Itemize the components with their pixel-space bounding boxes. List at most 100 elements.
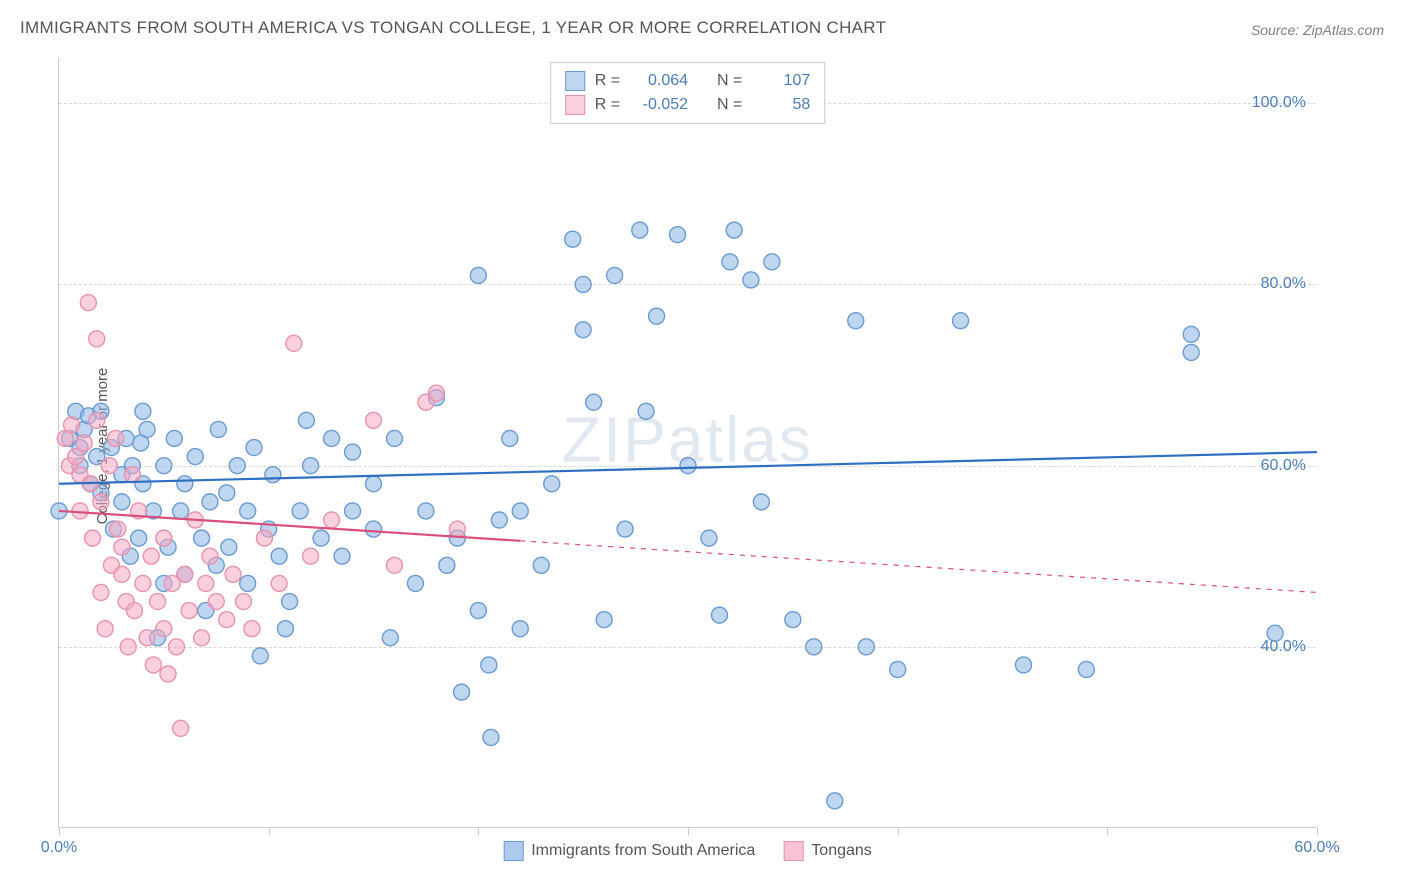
legend-swatch bbox=[565, 95, 585, 115]
data-point-south_america bbox=[382, 630, 398, 646]
x-tick bbox=[59, 827, 60, 835]
data-point-south_america bbox=[565, 231, 581, 247]
data-point-south_america bbox=[298, 412, 314, 428]
legend-label: Tongans bbox=[811, 842, 872, 860]
data-point-tongans bbox=[97, 621, 113, 637]
plot-area: ZIPatlas 40.0%60.0%80.0%100.0% 0.0%60.0%… bbox=[58, 58, 1316, 828]
data-point-south_america bbox=[252, 648, 268, 664]
data-point-south_america bbox=[827, 793, 843, 809]
data-point-south_america bbox=[753, 494, 769, 510]
stat-n-label: N = bbox=[717, 93, 742, 117]
x-tick bbox=[269, 827, 270, 835]
data-point-tongans bbox=[108, 430, 124, 446]
data-point-south_america bbox=[282, 594, 298, 610]
data-point-south_america bbox=[764, 254, 780, 270]
data-point-south_america bbox=[334, 548, 350, 564]
data-point-tongans bbox=[244, 621, 260, 637]
data-point-tongans bbox=[303, 548, 319, 564]
data-point-south_america bbox=[1183, 326, 1199, 342]
data-point-tongans bbox=[181, 603, 197, 619]
data-point-tongans bbox=[449, 521, 465, 537]
data-point-tongans bbox=[114, 539, 130, 555]
data-point-tongans bbox=[219, 612, 235, 628]
x-tick bbox=[478, 827, 479, 835]
data-point-south_america bbox=[953, 313, 969, 329]
data-point-tongans bbox=[236, 594, 252, 610]
legend-row-tongans: R =-0.052 N =58 bbox=[565, 93, 811, 117]
data-point-south_america bbox=[1183, 344, 1199, 360]
data-point-tongans bbox=[145, 657, 161, 673]
stat-n-value: 58 bbox=[752, 93, 810, 117]
data-point-tongans bbox=[126, 603, 142, 619]
data-point-south_america bbox=[418, 503, 434, 519]
data-point-tongans bbox=[160, 666, 176, 682]
legend-item: Tongans bbox=[783, 841, 872, 861]
data-point-tongans bbox=[286, 335, 302, 351]
data-point-tongans bbox=[93, 494, 109, 510]
data-point-south_america bbox=[512, 503, 528, 519]
data-point-south_america bbox=[722, 254, 738, 270]
data-point-tongans bbox=[110, 521, 126, 537]
data-point-south_america bbox=[806, 639, 822, 655]
source-attribution: Source: ZipAtlas.com bbox=[1251, 22, 1384, 38]
data-point-south_america bbox=[131, 530, 147, 546]
data-point-south_america bbox=[187, 449, 203, 465]
data-point-south_america bbox=[670, 227, 686, 243]
data-point-tongans bbox=[194, 630, 210, 646]
data-point-south_america bbox=[202, 494, 218, 510]
data-point-south_america bbox=[292, 503, 308, 519]
data-point-south_america bbox=[575, 322, 591, 338]
data-point-south_america bbox=[617, 521, 633, 537]
data-point-south_america bbox=[638, 403, 654, 419]
data-point-south_america bbox=[166, 430, 182, 446]
data-point-tongans bbox=[93, 584, 109, 600]
data-point-south_america bbox=[139, 421, 155, 437]
stat-n-label: N = bbox=[717, 69, 742, 93]
data-point-south_america bbox=[726, 222, 742, 238]
data-point-south_america bbox=[240, 503, 256, 519]
data-point-tongans bbox=[156, 530, 172, 546]
data-point-south_america bbox=[277, 621, 293, 637]
data-point-tongans bbox=[177, 566, 193, 582]
data-point-south_america bbox=[454, 684, 470, 700]
data-point-south_america bbox=[785, 612, 801, 628]
data-point-south_america bbox=[221, 539, 237, 555]
data-point-south_america bbox=[575, 276, 591, 292]
data-point-tongans bbox=[198, 575, 214, 591]
data-point-south_america bbox=[586, 394, 602, 410]
data-point-tongans bbox=[89, 331, 105, 347]
x-tick bbox=[688, 827, 689, 835]
data-point-tongans bbox=[150, 594, 166, 610]
data-point-tongans bbox=[80, 295, 96, 311]
data-point-tongans bbox=[225, 566, 241, 582]
data-point-tongans bbox=[173, 720, 189, 736]
data-point-south_america bbox=[858, 639, 874, 655]
data-point-south_america bbox=[1015, 657, 1031, 673]
x-tick-label: 0.0% bbox=[41, 839, 77, 857]
trend-line-south_america bbox=[59, 452, 1317, 484]
data-point-tongans bbox=[202, 548, 218, 564]
x-tick bbox=[1107, 827, 1108, 835]
legend-swatch bbox=[565, 71, 585, 91]
data-point-tongans bbox=[89, 412, 105, 428]
data-point-south_america bbox=[177, 476, 193, 492]
data-point-south_america bbox=[483, 729, 499, 745]
stat-n-value: 107 bbox=[752, 69, 810, 93]
data-point-south_america bbox=[407, 575, 423, 591]
data-point-south_america bbox=[313, 530, 329, 546]
data-point-tongans bbox=[156, 621, 172, 637]
data-point-tongans bbox=[386, 557, 402, 573]
data-point-south_america bbox=[512, 621, 528, 637]
stat-r-label: R = bbox=[595, 69, 620, 93]
data-point-south_america bbox=[890, 661, 906, 677]
x-tick-label: 60.0% bbox=[1294, 839, 1339, 857]
data-point-south_america bbox=[701, 530, 717, 546]
data-point-tongans bbox=[101, 458, 117, 474]
data-point-south_america bbox=[1267, 625, 1283, 641]
data-point-south_america bbox=[265, 467, 281, 483]
data-point-south_america bbox=[544, 476, 560, 492]
x-tick bbox=[1317, 827, 1318, 835]
data-point-south_america bbox=[711, 607, 727, 623]
data-point-south_america bbox=[481, 657, 497, 673]
data-point-south_america bbox=[596, 612, 612, 628]
